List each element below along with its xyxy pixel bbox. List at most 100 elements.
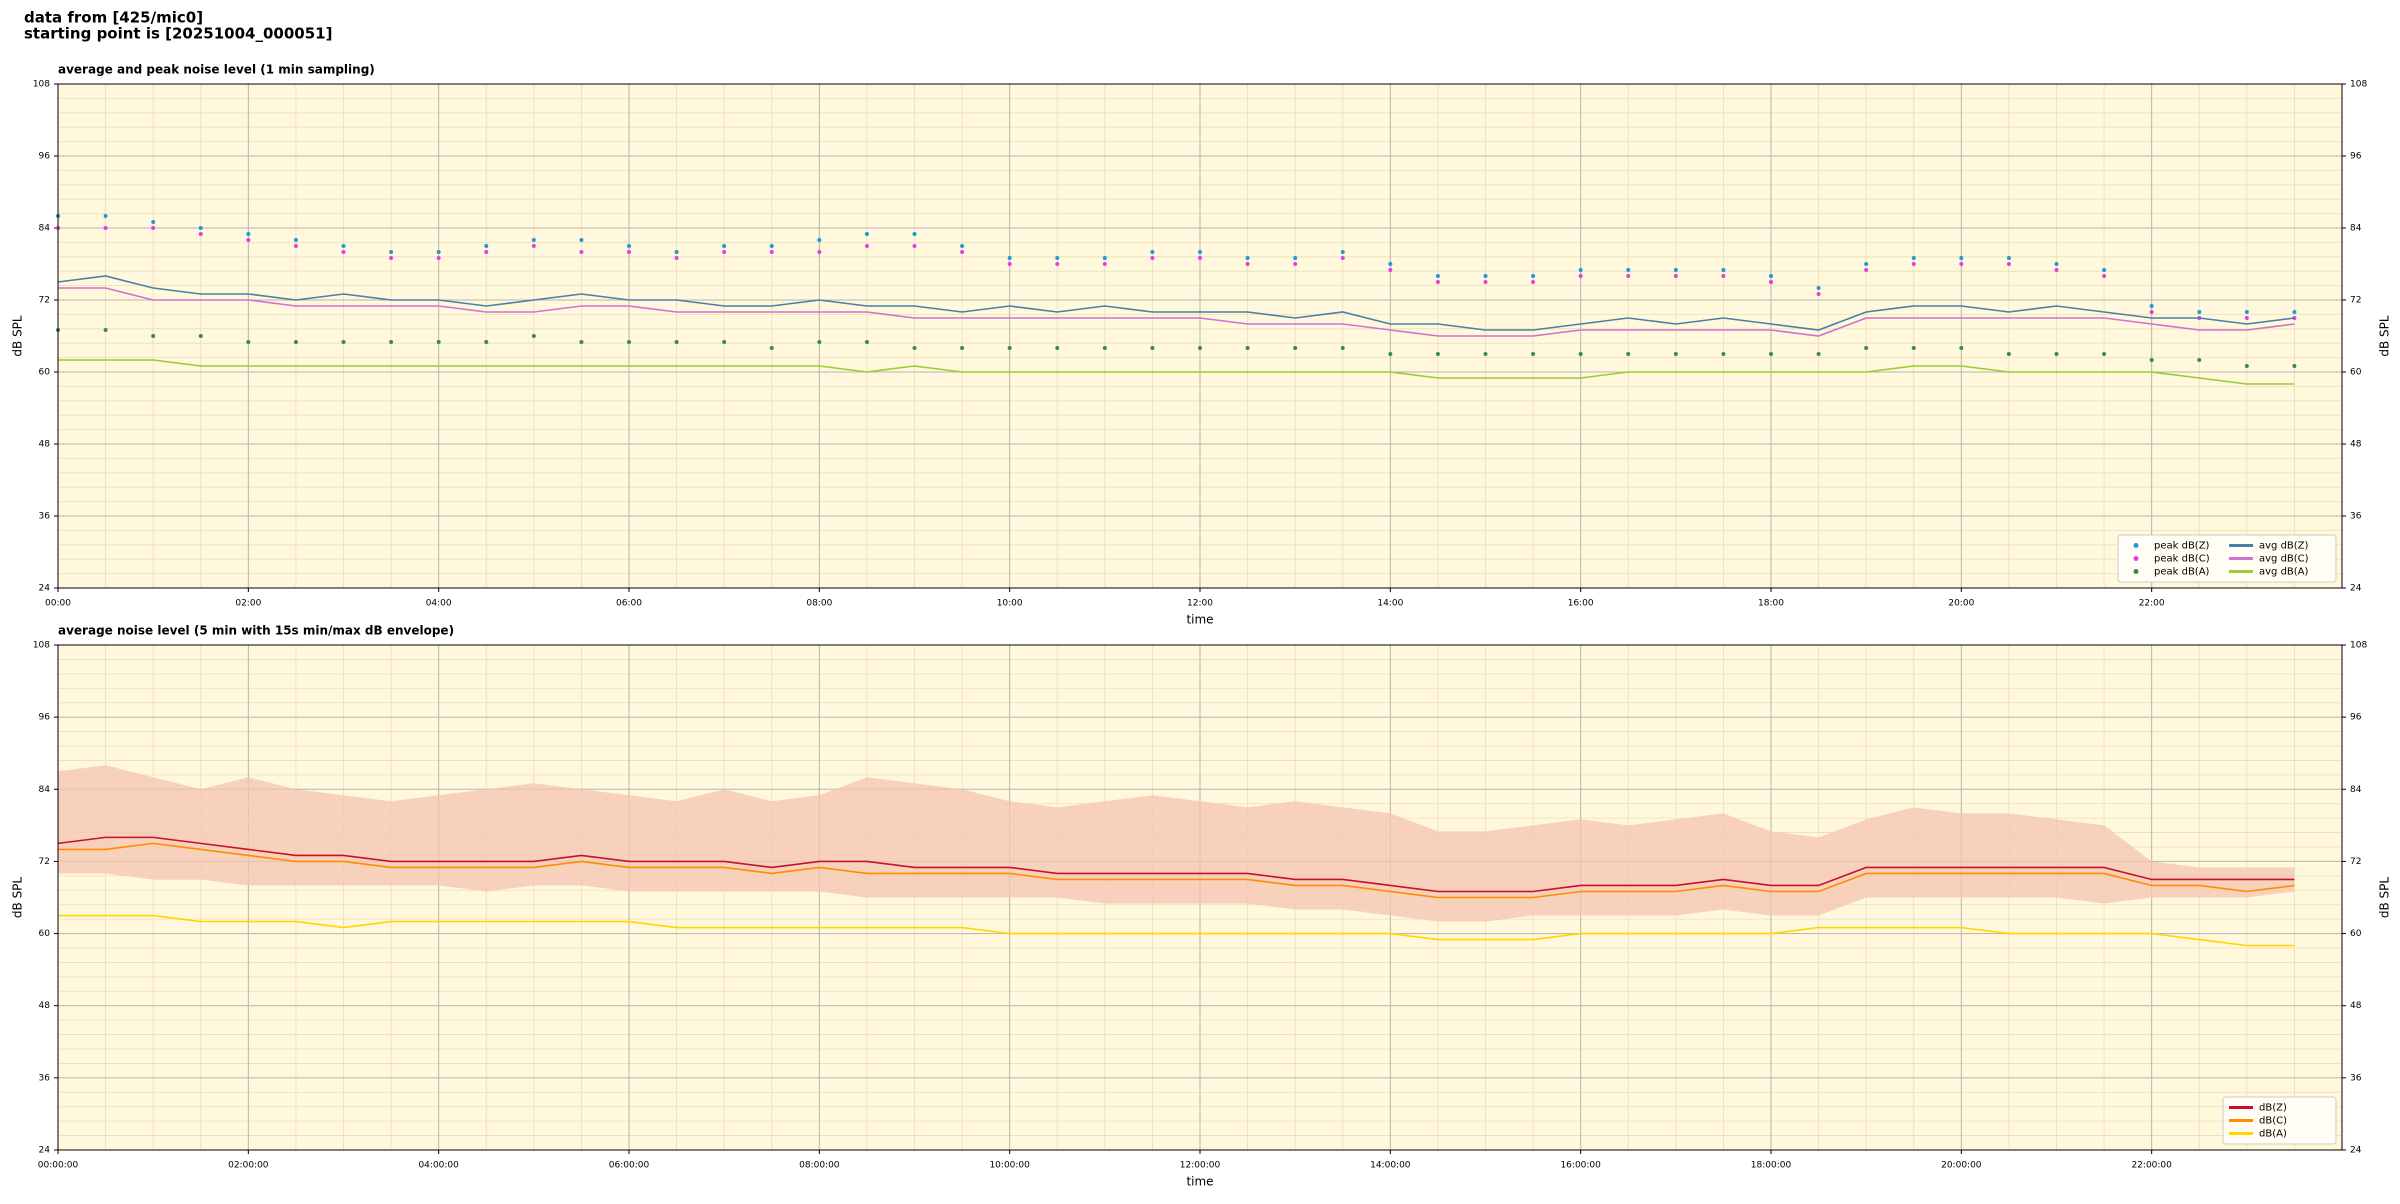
peak-marker: [817, 340, 822, 344]
peak-marker: [1055, 262, 1060, 266]
peak-marker: [103, 328, 108, 332]
peak-marker: [722, 250, 727, 254]
peak-marker: [817, 238, 822, 242]
x-tick-label: 10:00:00: [989, 1161, 1030, 1171]
y-tick-label: 48: [2350, 440, 2362, 450]
peak-marker: [674, 250, 679, 254]
peak-marker: [389, 340, 394, 344]
peak-marker: [912, 346, 917, 350]
peak-marker: [1959, 346, 1964, 350]
legend-label: peak dB(C): [2154, 554, 2210, 565]
y-tick-label: 84: [2350, 785, 2362, 795]
header-line: data from [425/mic0]: [24, 9, 203, 27]
peak-marker: [389, 250, 394, 254]
peak-marker: [864, 232, 869, 236]
y-tick-label: 84: [39, 224, 51, 234]
peak-marker: [2149, 310, 2154, 314]
x-tick-label: 04:00:00: [418, 1161, 459, 1171]
series-line: [58, 287, 2295, 337]
peak-marker: [151, 334, 156, 338]
peak-marker: [2054, 262, 2059, 266]
peak-marker: [1578, 274, 1583, 278]
peak-marker: [2149, 304, 2154, 308]
x-tick-label: 08:00: [806, 599, 832, 609]
peak-marker: [198, 334, 203, 338]
peak-marker: [1483, 274, 1488, 278]
peak-marker: [1911, 346, 1916, 350]
peak-marker: [1388, 268, 1393, 272]
x-tick-label: 00:00: [45, 599, 71, 609]
peak-marker: [1721, 274, 1726, 278]
peak-marker: [1673, 352, 1678, 356]
peak-marker: [1007, 346, 1012, 350]
peak-marker: [1483, 352, 1488, 356]
peak-marker: [2102, 352, 2107, 356]
peak-marker: [484, 340, 489, 344]
peak-marker: [484, 250, 489, 254]
peak-marker: [1150, 346, 1155, 350]
legend-label: avg dB(C): [2259, 554, 2309, 565]
x-tick-label: 12:00: [1187, 599, 1213, 609]
y-tick-label: 60: [39, 368, 51, 378]
x-tick-label: 16:00:00: [1560, 1161, 1601, 1171]
header-line: starting point is [20251004_000051]: [24, 25, 332, 43]
peak-marker: [2149, 358, 2154, 362]
peak-marker: [1911, 262, 1916, 266]
peak-marker: [627, 250, 631, 254]
y-tick-label: 60: [39, 929, 51, 939]
peak-marker: [103, 226, 108, 230]
peak-marker: [436, 250, 441, 254]
peak-marker: [1007, 256, 1012, 260]
y-tick-label: 108: [2350, 80, 2367, 90]
y-axis-label: dB SPL: [11, 315, 25, 357]
x-axis-label: time: [1186, 1175, 1213, 1189]
legend-marker: [2133, 569, 2139, 574]
peak-marker: [1293, 346, 1298, 350]
peak-marker: [198, 226, 203, 230]
peak-marker: [2006, 256, 2011, 260]
y-tick-label: 24: [39, 1146, 51, 1156]
peak-marker: [1293, 256, 1298, 260]
peak-marker: [579, 238, 584, 242]
y-tick-label: 36: [2350, 1073, 2362, 1083]
peak-marker: [2244, 364, 2249, 368]
chart-title: average and peak noise level (1 min samp…: [58, 63, 375, 77]
peak-marker: [960, 346, 965, 350]
peak-marker: [1864, 346, 1869, 350]
peak-marker: [531, 244, 536, 248]
y-tick-label: 84: [2350, 224, 2362, 234]
peak-marker: [1007, 262, 1012, 266]
peak-marker: [1959, 262, 1964, 266]
peak-marker: [1293, 262, 1298, 266]
y-tick-label: 108: [33, 80, 50, 90]
x-tick-label: 18:00: [1758, 599, 1784, 609]
plot-frame: [57, 644, 2343, 1151]
series-line: [58, 359, 2295, 385]
peak-marker: [1388, 262, 1393, 266]
peak-marker: [674, 340, 679, 344]
peak-marker: [531, 238, 536, 242]
peak-marker: [769, 244, 774, 248]
x-tick-label: 10:00: [997, 599, 1023, 609]
peak-marker: [627, 244, 631, 248]
legend-label: avg dB(A): [2259, 567, 2309, 578]
peak-marker: [960, 244, 965, 248]
peak-marker: [627, 340, 631, 344]
peak-marker: [531, 334, 536, 338]
y-tick-label: 108: [2350, 641, 2367, 651]
peak-marker: [1198, 250, 1202, 254]
series-line: [58, 914, 2295, 947]
peak-marker: [1531, 352, 1536, 356]
peak-marker: [1721, 352, 1726, 356]
peak-marker: [579, 250, 584, 254]
y-tick-label: 60: [2350, 368, 2362, 378]
x-tick-label: 12:00:00: [1180, 1161, 1221, 1171]
peak-marker: [1102, 346, 1107, 350]
x-tick-label: 16:00: [1568, 599, 1594, 609]
y-axis-label: dB SPL: [2378, 315, 2392, 357]
series-line: [57, 836, 2295, 893]
peak-marker: [1864, 268, 1869, 272]
y-tick-label: 48: [2350, 1001, 2362, 1011]
